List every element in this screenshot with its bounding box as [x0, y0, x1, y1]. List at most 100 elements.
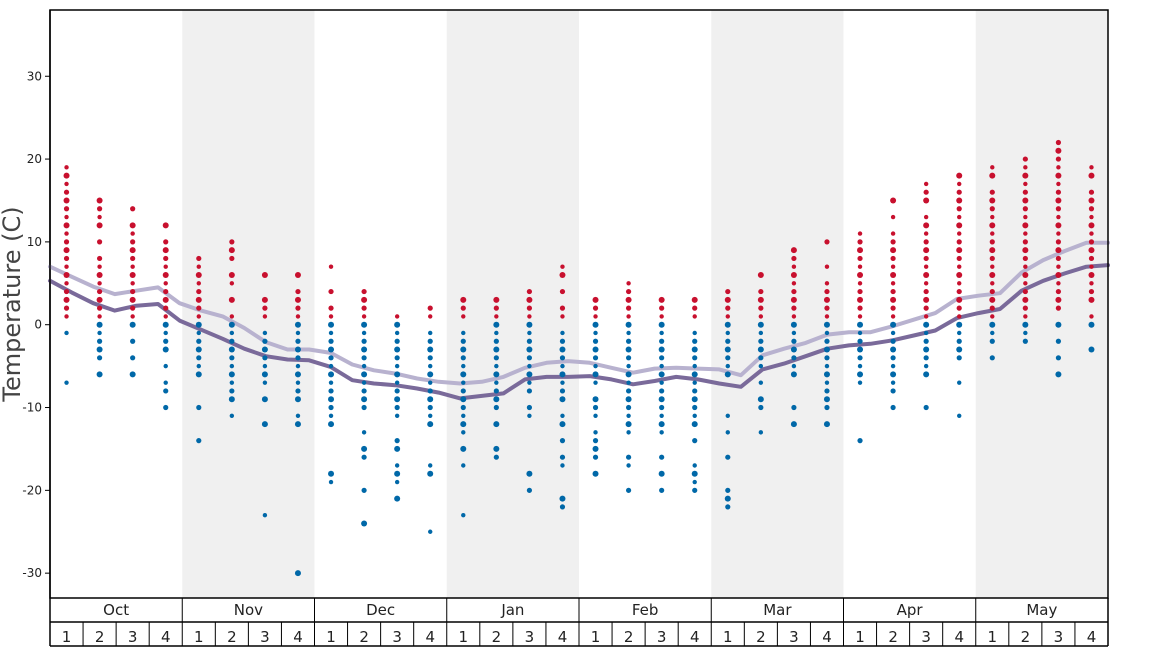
warm-dot: [1055, 288, 1062, 295]
cold-dot: [559, 495, 566, 502]
warm-dot: [559, 305, 566, 311]
cold-dot: [725, 413, 730, 419]
cold-dot: [823, 371, 830, 378]
cold-dot: [394, 388, 400, 394]
cold-dot: [262, 380, 268, 385]
cold-dot: [923, 330, 929, 336]
warm-dot: [229, 255, 235, 262]
warm-dot: [923, 296, 930, 303]
warm-dot: [790, 272, 797, 279]
warm-dot: [64, 181, 69, 187]
warm-dot: [1088, 247, 1095, 254]
cold-dot: [559, 355, 566, 361]
week-label: 1: [855, 628, 865, 646]
cold-dot: [394, 495, 401, 502]
warm-dot: [890, 264, 896, 269]
warm-dot: [989, 288, 995, 295]
cold-dot: [659, 330, 664, 336]
warm-dot: [1023, 181, 1028, 187]
cold-dot: [129, 371, 136, 378]
warm-dot: [956, 206, 962, 212]
cold-dot: [725, 430, 730, 435]
month-label: Nov: [234, 601, 263, 619]
cold-dot: [229, 388, 235, 394]
warm-dot: [96, 255, 103, 262]
warm-dot: [989, 239, 995, 245]
warm-dot: [1022, 247, 1029, 254]
warm-dot: [989, 189, 995, 195]
week-label: 3: [128, 628, 138, 646]
warm-dot: [361, 288, 367, 295]
cold-dot: [692, 388, 698, 394]
y-tick-label: 30: [27, 69, 42, 83]
warm-dot: [658, 296, 665, 303]
cold-dot: [228, 346, 235, 353]
warm-dot: [1055, 206, 1062, 212]
warm-dot: [63, 172, 70, 179]
week-label: 2: [756, 628, 766, 646]
warm-dot: [560, 314, 565, 319]
warm-dot: [559, 272, 566, 279]
cold-dot: [758, 363, 764, 369]
warm-dot: [791, 288, 797, 295]
warm-dot: [956, 247, 963, 254]
week-label: 1: [194, 628, 204, 646]
cold-dot: [626, 430, 631, 435]
cold-dot: [626, 413, 631, 419]
warm-dot: [890, 231, 896, 236]
cold-dot: [559, 396, 566, 403]
warm-dot: [824, 281, 830, 286]
warm-dot: [1056, 231, 1061, 236]
cold-dot: [659, 404, 665, 411]
warm-dot: [361, 296, 368, 303]
warm-dot: [956, 305, 962, 311]
cold-dot: [526, 388, 533, 394]
cold-dot: [592, 454, 599, 460]
cold-dot: [923, 355, 929, 361]
warm-dot: [890, 247, 897, 254]
cold-dot: [460, 355, 466, 361]
cold-dot: [493, 338, 499, 344]
cold-dot: [592, 396, 599, 403]
cold-dot: [328, 413, 334, 419]
warm-dot: [592, 296, 599, 303]
cold-dot: [890, 346, 897, 353]
warm-dot: [989, 296, 996, 303]
cold-dot: [659, 388, 665, 394]
cold-dot: [923, 371, 930, 378]
cold-dot: [724, 371, 731, 378]
cold-dot: [824, 355, 830, 361]
warm-dot: [63, 296, 70, 303]
warm-dot: [625, 305, 632, 311]
cold-dot: [659, 430, 664, 435]
y-tick-label: 0: [34, 318, 42, 332]
cold-dot: [559, 338, 566, 344]
cold-dot: [361, 355, 367, 361]
week-label: 1: [988, 628, 998, 646]
cold-dot: [394, 380, 400, 385]
cold-dot: [857, 355, 863, 361]
warm-dot: [196, 288, 202, 295]
warm-dot: [63, 189, 70, 195]
cold-dot: [294, 321, 301, 328]
warm-dot: [361, 314, 367, 319]
warm-dot: [261, 296, 268, 303]
warm-dot: [758, 288, 764, 295]
cold-dot: [592, 338, 599, 344]
cold-dot: [658, 421, 665, 428]
warm-dot: [1055, 189, 1062, 195]
cold-dot: [790, 371, 797, 378]
warm-dot: [1088, 272, 1095, 279]
warm-dot: [1088, 255, 1095, 262]
cold-dot: [692, 479, 697, 485]
warm-dot: [1088, 197, 1095, 204]
cold-dot: [989, 338, 995, 344]
warm-dot: [857, 231, 863, 236]
cold-dot: [262, 355, 268, 361]
warm-dot: [990, 231, 995, 236]
warm-dot: [824, 288, 830, 295]
week-dots: [63, 139, 1095, 577]
warm-dot: [295, 288, 301, 295]
warm-dot: [196, 264, 201, 269]
